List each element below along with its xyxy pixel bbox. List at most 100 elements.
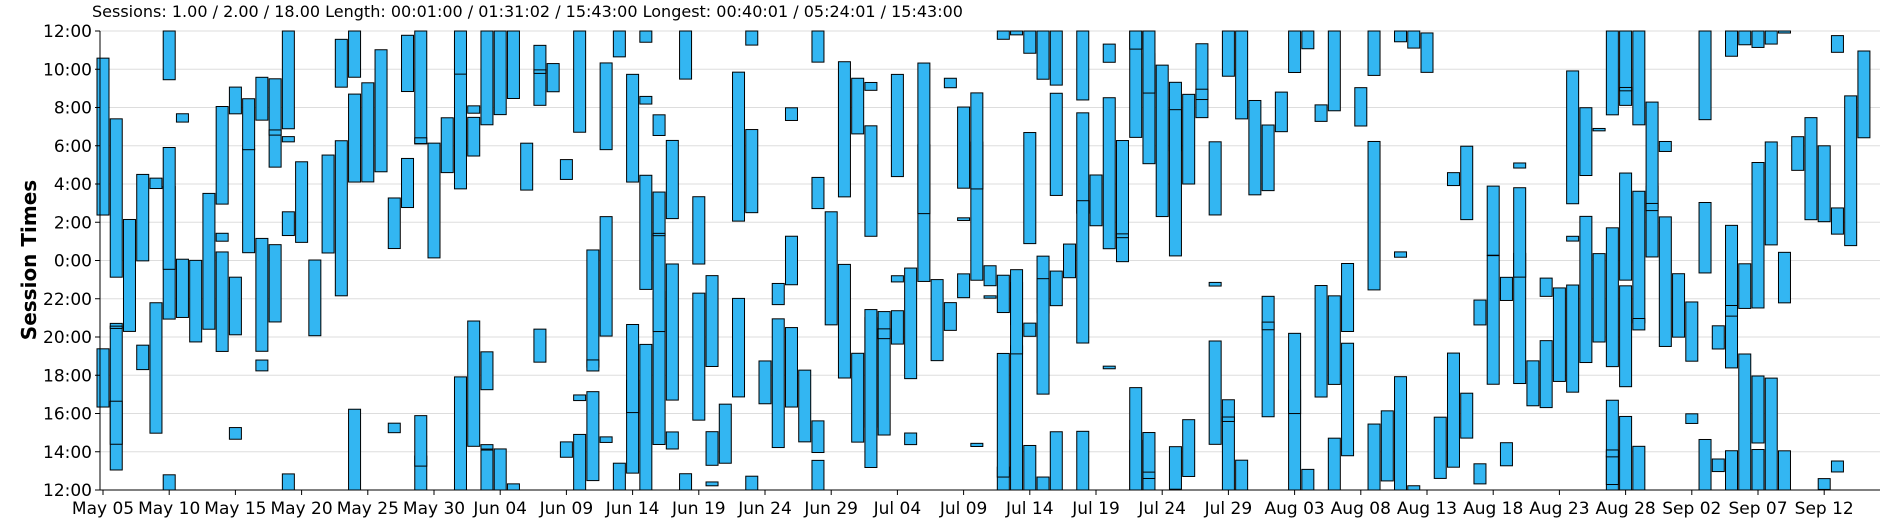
session-bar: [109, 118, 123, 278]
session-bar: [1619, 285, 1633, 388]
x-tick-label: Sep 12: [1795, 499, 1854, 519]
session-bar: [1261, 295, 1275, 418]
session-bar: [1632, 30, 1646, 126]
session-bar: [122, 218, 136, 332]
session-bar: [1632, 190, 1646, 324]
session-bar: [1420, 32, 1434, 73]
session-bar: [890, 275, 904, 283]
session-bar: [1261, 321, 1275, 331]
x-tick-label: Jun 19: [671, 499, 726, 519]
session-bar: [745, 30, 759, 46]
session-bar: [440, 117, 454, 174]
session-bar: [970, 442, 984, 447]
session-bar: [1738, 263, 1752, 309]
session-bar: [533, 44, 547, 106]
x-tick-label: May 20: [271, 499, 333, 519]
length-value: 00:01:00 / 01:31:02 / 15:43:00: [390, 2, 638, 21]
x-tick-label: Jun 24: [737, 499, 792, 519]
y-tick-label: 22:00: [43, 290, 92, 310]
session-bar: [506, 483, 520, 491]
session-bar: [1685, 413, 1699, 424]
session-bar: [1235, 30, 1249, 120]
x-tick-label: Aug 28: [1595, 499, 1655, 519]
session-bar: [1221, 30, 1235, 77]
session-bar: [1566, 70, 1580, 205]
session-bar: [771, 282, 785, 306]
session-bar: [228, 276, 242, 336]
session-bar: [453, 30, 467, 75]
session-bar: [1367, 423, 1381, 491]
session-bar: [1433, 416, 1447, 479]
y-tick-label: 20:00: [43, 328, 92, 348]
session-bar: [877, 311, 891, 436]
session-bar: [1830, 35, 1844, 53]
session-bar: [811, 30, 825, 63]
session-bar: [1142, 30, 1156, 94]
session-bar: [652, 114, 666, 136]
session-bar: [1102, 43, 1116, 63]
x-tick-label: Jul 09: [939, 499, 988, 519]
session-bar: [851, 77, 865, 135]
session-bar: [228, 86, 242, 115]
session-bar: [1844, 95, 1858, 247]
y-tick-label: 10:00: [43, 60, 92, 80]
session-bar: [308, 259, 322, 337]
session-bar: [1380, 410, 1394, 482]
session-bar: [162, 474, 176, 491]
x-tick-label: Jul 24: [1137, 499, 1186, 519]
y-tick-label: 12:00: [43, 22, 92, 42]
x-tick-label: May 10: [138, 499, 200, 519]
session-bar: [824, 211, 838, 326]
session-bar: [1566, 235, 1580, 242]
x-tick-label: Sep 02: [1662, 499, 1721, 519]
session-bar: [811, 459, 825, 491]
session-bar: [1089, 174, 1103, 227]
session-bar: [175, 113, 189, 123]
session-bar: [467, 320, 481, 447]
y-tick-label: 0:00: [54, 252, 92, 272]
session-bar: [1023, 444, 1037, 491]
session-bar: [1076, 430, 1090, 491]
session-bar: [1341, 262, 1355, 332]
session-bar: [970, 92, 984, 190]
session-bar: [1645, 101, 1659, 209]
session-bar: [1460, 392, 1474, 439]
session-bar: [109, 400, 123, 445]
session-bar: [1261, 124, 1275, 192]
session-bar: [255, 76, 269, 121]
session-bar: [1195, 43, 1209, 119]
session-bar: [1725, 30, 1739, 57]
session-bar: [559, 441, 573, 458]
session-bar: [665, 263, 679, 401]
y-tick-label: 2:00: [54, 213, 92, 233]
session-bar: [467, 116, 481, 157]
session-bar: [1314, 104, 1328, 122]
y-tick-label: 18:00: [43, 366, 92, 386]
session-bar: [665, 431, 679, 450]
x-tick-label: May 05: [72, 499, 134, 519]
session-bar: [480, 30, 494, 126]
session-bar: [1023, 132, 1037, 245]
session-bar: [334, 38, 348, 88]
session-bar: [1764, 30, 1778, 45]
session-bar: [1301, 468, 1315, 491]
session-bar: [1605, 449, 1619, 458]
session-bar: [1672, 273, 1686, 338]
session-bar: [401, 157, 415, 209]
session-bar: [1367, 140, 1381, 291]
session-bar: [109, 325, 123, 329]
session-bar: [639, 174, 653, 290]
session-bar: [1857, 50, 1871, 139]
session-bar: [453, 376, 467, 491]
session-bar: [864, 81, 878, 91]
session-bar: [1168, 446, 1182, 490]
session-bar: [1288, 332, 1302, 415]
session-bar: [1394, 251, 1408, 258]
session-bar: [1036, 278, 1050, 395]
x-tick-label: Jul 04: [873, 499, 922, 519]
session-bar: [348, 93, 362, 183]
session-bar: [798, 369, 812, 443]
session-bar: [771, 318, 785, 449]
session-bar: [215, 251, 229, 352]
session-bar: [1592, 253, 1606, 343]
